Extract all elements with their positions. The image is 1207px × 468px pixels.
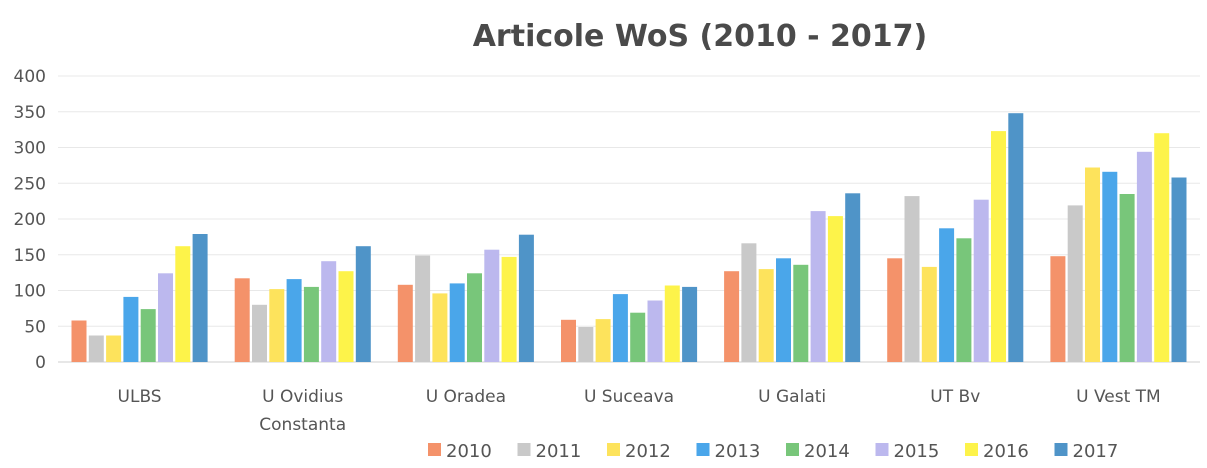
bar	[991, 131, 1006, 362]
bar	[355, 246, 371, 362]
y-tick-label: 150	[14, 246, 46, 266]
x-category-label: U Vest TM	[1076, 387, 1161, 407]
bar	[793, 264, 809, 362]
x-category-label: U Ovidius	[262, 387, 343, 407]
bar	[612, 294, 628, 362]
bar	[887, 258, 903, 362]
bar	[845, 193, 861, 362]
legend-label: 2010	[446, 441, 492, 462]
legend-label: 2012	[625, 441, 671, 462]
bar	[561, 319, 576, 362]
bar	[1119, 194, 1135, 362]
bar	[1102, 171, 1118, 362]
bar	[71, 320, 87, 362]
y-tick-label: 300	[14, 139, 46, 159]
bar	[1171, 177, 1187, 362]
bar	[956, 238, 972, 362]
bar	[432, 293, 448, 362]
bar	[397, 284, 413, 362]
bar	[724, 271, 740, 362]
bar	[1154, 133, 1170, 362]
bar	[106, 335, 122, 362]
legend-swatch	[1054, 443, 1068, 456]
y-tick-label: 400	[14, 67, 46, 87]
y-tick-label: 200	[14, 210, 46, 230]
bar	[449, 283, 465, 362]
bar	[939, 228, 955, 362]
bar	[595, 319, 611, 362]
bar	[158, 273, 173, 362]
bar	[175, 246, 191, 362]
bar	[286, 279, 302, 362]
legend-swatch	[875, 443, 889, 456]
bar	[810, 211, 826, 362]
legend-swatch	[786, 443, 799, 456]
y-tick-label: 250	[14, 174, 46, 194]
bars	[71, 113, 1187, 362]
bar	[192, 234, 208, 362]
bar	[88, 335, 104, 362]
bar	[415, 255, 431, 362]
gridlines	[58, 75, 1200, 363]
bar	[1136, 151, 1152, 362]
bar	[741, 243, 757, 362]
x-category-label: U Oradea	[426, 387, 506, 407]
bar	[501, 256, 517, 362]
x-category-label: Constanta	[259, 415, 346, 435]
chart-title: Articole WoS (2010 - 2017)	[473, 19, 928, 54]
bar	[467, 273, 482, 362]
bar	[484, 249, 500, 362]
legend-swatch	[965, 443, 978, 456]
legend-label: 2015	[894, 441, 940, 462]
legend-label: 2014	[804, 441, 850, 462]
legend-swatch	[607, 443, 620, 456]
x-category-label: UT Bv	[930, 387, 980, 407]
y-axis-ticks: 0 50 100 150 200 250 300 350 400	[14, 67, 46, 373]
y-tick-label: 50	[24, 317, 46, 337]
y-tick-label: 0	[35, 353, 46, 373]
bar	[578, 327, 594, 362]
bar	[758, 269, 774, 362]
bar	[252, 304, 267, 362]
bar	[827, 216, 843, 362]
legend: 2010 2011 2012 2013 2014 2015 2016 2017	[428, 441, 1118, 462]
legend-label: 2011	[536, 441, 582, 462]
x-category-label: U Galati	[758, 387, 826, 407]
bar	[664, 285, 680, 362]
bar	[973, 199, 989, 362]
bar	[123, 296, 139, 362]
bar	[518, 234, 534, 362]
bar	[647, 300, 663, 362]
legend-swatch	[696, 443, 710, 456]
legend-label: 2016	[983, 441, 1029, 462]
bar	[234, 278, 250, 362]
x-axis-categories: ULBS U Ovidius Constanta U Oradea U Suceava U…	[118, 387, 1161, 435]
x-category-label: U Suceava	[584, 387, 674, 407]
legend-label: 2017	[1073, 441, 1119, 462]
bar	[921, 266, 937, 362]
bar	[630, 312, 646, 362]
bar	[338, 271, 354, 362]
y-tick-label: 350	[14, 103, 46, 123]
legend-label: 2013	[715, 441, 761, 462]
bar	[1050, 256, 1066, 362]
bar	[904, 196, 920, 362]
bar	[776, 258, 791, 362]
legend-swatch	[517, 443, 531, 456]
bar	[682, 286, 698, 362]
legend-swatch	[428, 443, 441, 456]
bar	[269, 289, 285, 362]
bar	[1085, 167, 1100, 362]
bar	[140, 309, 156, 362]
x-category-label: ULBS	[118, 387, 162, 407]
y-tick-label: 100	[14, 282, 46, 302]
bar	[1067, 205, 1083, 362]
bar	[303, 286, 319, 362]
bar	[1008, 113, 1024, 362]
bar	[321, 261, 337, 362]
